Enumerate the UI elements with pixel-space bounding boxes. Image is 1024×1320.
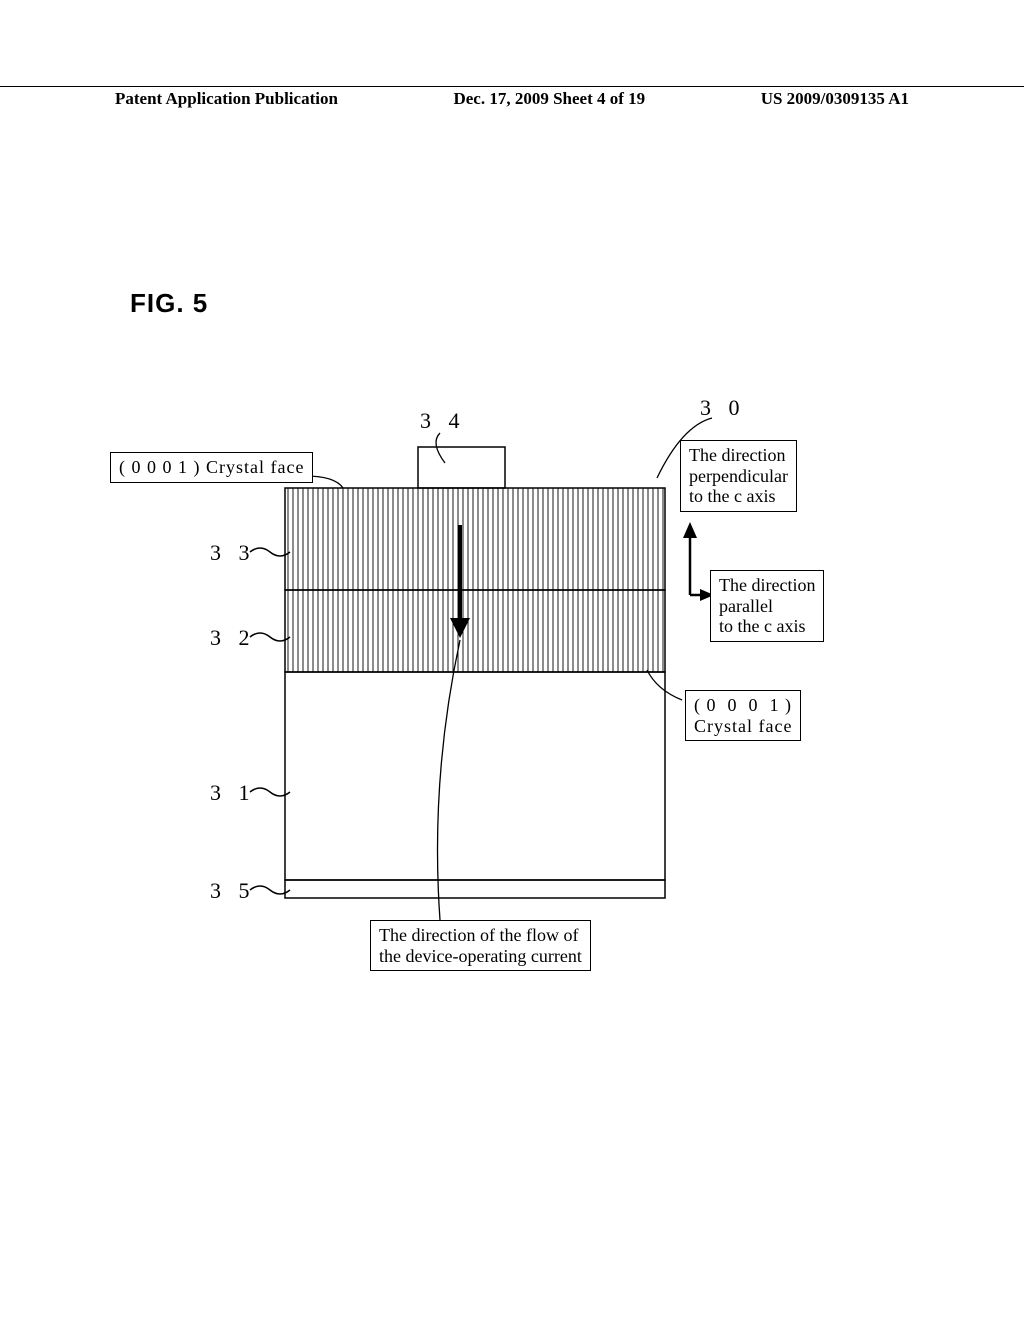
header-left: Patent Application Publication <box>115 89 338 109</box>
header-center: Dec. 17, 2009 Sheet 4 of 19 <box>453 89 645 109</box>
direction-perpendicular-label: The direction perpendicular to the c axi… <box>680 440 797 512</box>
crystal-face-side-label: ( 0 0 0 1 ) Crystal face <box>685 690 801 741</box>
current-direction-label: The direction of the flow of the device-… <box>370 920 591 971</box>
ref-35: 3 5 <box>210 878 256 904</box>
direction-parallel-label: The direction parallel to the c axis <box>710 570 824 642</box>
header-right: US 2009/0309135 A1 <box>761 89 909 109</box>
page-header: Patent Application Publication Dec. 17, … <box>0 86 1024 109</box>
diagram-fig5: ( 0 0 0 1 ) Crystal face The direction p… <box>110 380 910 1020</box>
figure-title: FIG. 5 <box>130 288 208 319</box>
ref-30: 3 0 <box>700 395 746 421</box>
ref-31: 3 1 <box>210 780 256 806</box>
ref-34: 3 4 <box>420 408 466 434</box>
ref-33: 3 3 <box>210 540 256 566</box>
crystal-face-top-label: ( 0 0 0 1 ) Crystal face <box>110 452 313 483</box>
ref-32: 3 2 <box>210 625 256 651</box>
